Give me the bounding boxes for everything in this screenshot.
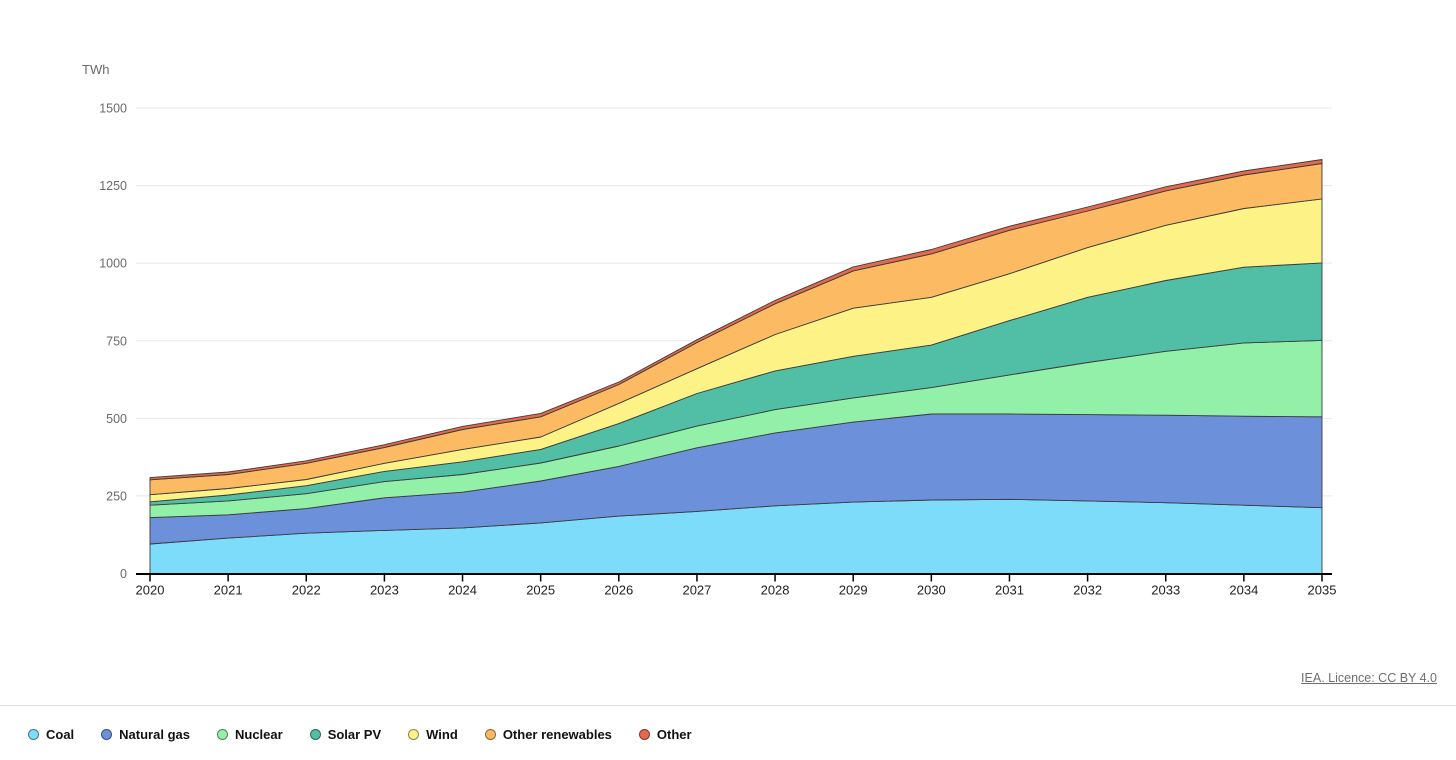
legend-label: Nuclear [234,727,283,742]
y-tick-label: 750 [106,334,127,348]
legend-label: Other [656,727,692,742]
legend-label: Wind [426,727,458,742]
legend-item-natural-gas[interactable]: Natural gas [101,727,190,742]
legend-dot-icon [309,729,321,740]
x-tick-label: 2035 [1308,583,1337,598]
x-tick-label: 2024 [448,583,477,598]
x-tick-label: 2029 [839,583,868,598]
licence-link[interactable]: IEA. Licence: CC BY 4.0 [1301,671,1437,685]
x-tick-label: 2022 [292,583,321,598]
legend-label: Solar PV [327,727,382,742]
x-tick-label: 2033 [1151,583,1180,598]
x-tick-label: 2027 [682,583,711,598]
area-band-other [149,159,1323,481]
x-tick-label: 2030 [917,583,946,598]
legend-label: Natural gas [119,727,190,742]
legend-item-other[interactable]: Other [638,727,692,742]
x-tick-label: 2023 [370,583,399,598]
legend-item-wind[interactable]: Wind [408,727,458,742]
legend-dot-icon [638,729,650,740]
stacked-area-chart: 0 250 500 750 1000 1250 1500 2020 2021 2022 2023 20… [99,102,1337,598]
legend-dot-icon [101,729,113,740]
y-axis-unit-label: TWh [82,62,110,77]
legend-label: Other renewables [502,727,612,742]
y-tick-label: 500 [106,412,127,426]
legend-dot-icon [484,729,496,740]
y-tick-label: 1500 [99,102,127,116]
footer-divider [0,705,1456,706]
legend-dot-icon [408,729,420,740]
legend-item-other-renewables[interactable]: Other renewables [484,727,612,742]
legend-item-solar-pv[interactable]: Solar PV [309,727,382,742]
x-tick-label: 2021 [214,583,243,598]
y-tick-label: 1250 [99,179,127,193]
y-tick-label: 250 [106,489,127,503]
chart-legend: Coal Natural gas Nuclear Solar PV Wind Other … [28,727,692,742]
legend-dot-icon [28,729,39,740]
x-tick-label: 2031 [995,583,1024,598]
x-tick-label: 2025 [526,583,555,598]
x-tick-label: 2028 [761,583,790,598]
x-tick-label: 2026 [604,583,633,598]
legend-item-coal[interactable]: Coal [28,727,74,742]
x-tick-label: 2032 [1073,583,1102,598]
legend-item-nuclear[interactable]: Nuclear [216,727,283,742]
x-tick-label: 2020 [136,583,165,598]
y-tick-label: 1000 [99,257,127,271]
x-tick-label: 2034 [1229,583,1258,598]
y-tick-label: 0 [120,567,127,581]
legend-label: Coal [46,727,75,742]
legend-dot-icon [216,729,228,740]
